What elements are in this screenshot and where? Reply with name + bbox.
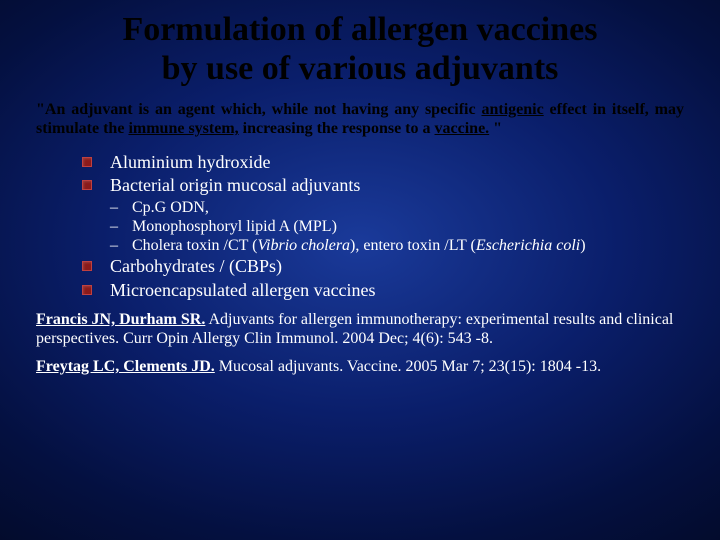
reference-authors: Francis JN, Durham SR. — [36, 311, 205, 328]
list-item-label: Bacterial origin mucosal adjuvants — [110, 175, 360, 195]
quote-text: "An adjuvant is an agent which, while no… — [36, 101, 481, 118]
slide-title: Formulation of allergen vaccines by use … — [36, 10, 684, 88]
sublist-item-label: Monophosphoryl lipid A (MPL) — [132, 218, 337, 235]
slide-container: Formulation of allergen vaccines by use … — [0, 0, 720, 540]
sublist-italic: Vibrio cholera — [257, 237, 350, 254]
quote-underline-vaccine: vaccine. — [435, 120, 490, 137]
sublist-item-label: Cp.G ODN, — [132, 199, 209, 216]
quote-text: " — [489, 120, 502, 137]
list-item-label: Carbohydrates / (CBPs) — [110, 256, 282, 276]
sublist-item-label: ), entero toxin /LT ( — [350, 237, 476, 254]
reference-text: Mucosal adjuvants. Vaccine. 2005 Mar 7; … — [215, 358, 601, 375]
list-item-label: Microencapsulated allergen vaccines — [110, 280, 376, 300]
quote-underline-immune: immune system, — [128, 120, 238, 137]
title-line-1: Formulation of allergen vaccines — [123, 11, 598, 48]
bullet-list: Aluminium hydroxide Bacterial origin muc… — [82, 151, 684, 302]
list-item: Aluminium hydroxide — [82, 151, 684, 174]
sublist-item: Cp.G ODN, — [110, 198, 684, 217]
definition-quote: "An adjuvant is an agent which, while no… — [36, 100, 684, 138]
list-item-label: Aluminium hydroxide — [110, 152, 271, 172]
sublist-item: Monophosphoryl lipid A (MPL) — [110, 217, 684, 236]
reference-1: Francis JN, Durham SR. Adjuvants for all… — [36, 311, 684, 348]
reference-2: Freytag LC, Clements JD. Mucosal adjuvan… — [36, 358, 684, 376]
sublist-italic: Escherichia coli — [476, 237, 580, 254]
list-item: Microencapsulated allergen vaccines — [82, 279, 684, 302]
reference-authors: Freytag LC, Clements JD. — [36, 358, 215, 375]
quote-text: increasing the response to a — [239, 120, 435, 137]
sublist-item: Cholera toxin /CT (Vibrio cholera), ente… — [110, 236, 684, 255]
title-line-2: by use of various adjuvants — [162, 50, 559, 87]
list-item: Bacterial origin mucosal adjuvants — [82, 174, 684, 197]
list-item: Carbohydrates / (CBPs) — [82, 255, 684, 278]
sublist-item-label: Cholera toxin /CT ( — [132, 237, 257, 254]
quote-underline-antigenic: antigenic — [481, 101, 543, 118]
sublist-item-label: ) — [580, 237, 585, 254]
